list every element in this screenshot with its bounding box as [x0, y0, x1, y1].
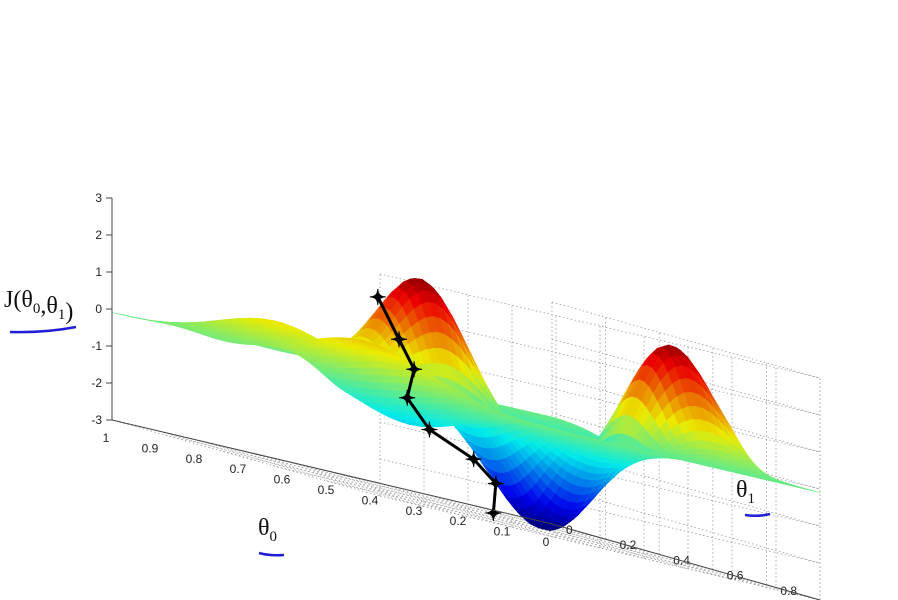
x-tick-label: 0.8 [186, 452, 203, 466]
z-tick-label: 3 [95, 191, 102, 205]
z-tick-label: 2 [95, 228, 102, 242]
z-tick-label: -1 [91, 339, 102, 353]
x-tick-label: 0.1 [494, 525, 511, 539]
y-label-underline [744, 512, 771, 518]
descent-path-point [390, 331, 408, 348]
z-tick-label: -3 [91, 413, 102, 427]
x-tick-label: 0.6 [274, 473, 291, 487]
descent-path-line [376, 296, 498, 514]
x-tick-label: 0.5 [318, 483, 335, 497]
descent-path-point [399, 389, 416, 406]
z-label-underline [9, 325, 77, 334]
x-axis-label: θ0 [258, 515, 277, 545]
x-tick-label: 1 [103, 431, 110, 445]
x-tick-label: 0.9 [142, 441, 159, 455]
y-axis-label: θ1 [736, 477, 755, 507]
z-tick-label: 0 [95, 302, 102, 316]
y-tick-label: 0 [566, 523, 573, 537]
descent-path [369, 288, 504, 522]
descent-path-point [487, 475, 504, 492]
x-tick-label: 0.7 [230, 462, 247, 476]
axes-grid [111, 273, 821, 600]
descent-path-point [421, 421, 438, 438]
descent-path-point [406, 361, 423, 378]
x-tick-label: 0.4 [362, 493, 379, 507]
x-tick-label: 0.3 [406, 504, 423, 518]
descent-path-point [369, 288, 386, 305]
x-tick-label: 0 [543, 535, 550, 549]
descent-path-point [485, 505, 502, 522]
x-label-underline [258, 551, 285, 557]
cost-surface [111, 278, 821, 531]
z-tick-label: -2 [91, 376, 102, 390]
tick-labels: 3210-1-2-310.90.80.70.60.50.40.30.20.100… [91, 191, 841, 600]
z-axis-label: J(θ0,θ1) [4, 287, 73, 325]
descent-path-point [465, 451, 482, 468]
z-tick-label: 1 [95, 265, 102, 279]
x-tick-label: 0.2 [450, 514, 467, 528]
axis-labels: J(θ0,θ1) θ0 θ1 [4, 287, 771, 557]
